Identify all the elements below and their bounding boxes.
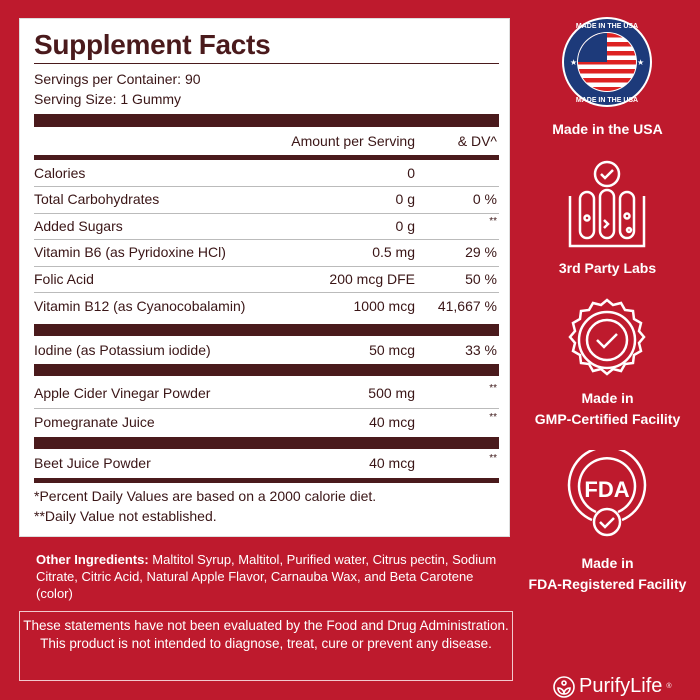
nutrient-amount: 200 mcg DFE <box>329 271 415 287</box>
brand-name: PurifyLife <box>579 675 663 697</box>
nutrient-name: Pomegranate Juice <box>34 414 155 430</box>
header-amount: Amount per Serving <box>291 133 415 149</box>
badge-fda-line1: Made in <box>581 555 634 571</box>
divider <box>34 292 499 293</box>
nutrient-amount: 50 mcg <box>369 342 415 358</box>
table-row: Vitamin B6 (as Pyridoxine HCl) 0.5 mg 29 % <box>34 239 499 265</box>
divider-bar <box>34 114 499 127</box>
divider <box>34 63 499 64</box>
nutrient-dv: ** <box>489 412 497 423</box>
table-row: Apple Cider Vinegar Powder 500 mg ** <box>34 380 499 406</box>
nutrient-name: Added Sugars <box>34 218 123 234</box>
leaf-person-icon <box>553 675 575 698</box>
nutrient-dv: 41,667 % <box>437 298 497 314</box>
supplement-facts-panel: Supplement Facts Servings per Container:… <box>19 18 510 537</box>
divider <box>34 266 499 267</box>
nutrient-name: Apple Cider Vinegar Powder <box>34 385 211 401</box>
table-row: Folic Acid 200 mcg DFE 50 % <box>34 266 499 292</box>
fda-check-icon: FDA <box>567 450 647 537</box>
serving-size: Serving Size: 1 Gummy <box>34 91 182 107</box>
footnote-dv: *Percent Daily Values are based on a 200… <box>34 488 377 504</box>
divider <box>34 213 499 214</box>
divider-bar <box>34 155 499 160</box>
nutrient-name: Iodine (as Potassium iodide) <box>34 342 211 358</box>
nutrient-amount: 0 g <box>395 191 415 207</box>
page-title: Supplement Facts <box>34 29 271 60</box>
badge-3rd-party-labs-label: 3rd Party Labs <box>558 260 657 276</box>
certified-seal-check-icon <box>568 298 646 376</box>
table-row: Calories 0 <box>34 160 499 186</box>
nutrient-dv: ** <box>489 383 497 394</box>
svg-text:★: ★ <box>637 58 644 67</box>
other-ingredients: Other Ingredients: Maltitol Syrup, Malti… <box>36 551 506 602</box>
nutrient-amount: 0 <box>407 165 415 181</box>
test-tubes-check-icon <box>568 160 646 248</box>
nutrient-name: Vitamin B12 (as Cyanocobalamin) <box>34 298 246 314</box>
footnote-not-established: **Daily Value not established. <box>34 508 217 524</box>
table-row: Total Carbohydrates 0 g 0 % <box>34 186 499 212</box>
nutrient-dv: ** <box>489 216 497 227</box>
fda-icon-text: FDA <box>584 477 629 502</box>
divider <box>34 239 499 240</box>
table-row: Iodine (as Potassium iodide) 50 mcg 33 % <box>34 337 499 363</box>
servings-per-container: Servings per Container: 90 <box>34 71 201 87</box>
badge-gmp-line1: Made in <box>581 390 634 406</box>
other-ingredients-text: Maltitol Syrup, Maltitol, Purified water… <box>36 552 497 601</box>
nutrient-dv: ** <box>489 453 497 464</box>
table-row: Added Sugars 0 g ** <box>34 213 499 239</box>
brand-logo: PurifyLife ® <box>553 675 672 698</box>
divider <box>34 186 499 187</box>
nutrient-name: Total Carbohydrates <box>34 191 160 207</box>
nutrient-name: Calories <box>34 165 86 181</box>
nutrient-amount: 40 mcg <box>369 455 415 471</box>
badge-fda-label: Made in FDA-Registered Facility <box>520 553 695 595</box>
fda-disclaimer: These statements have not been evaluated… <box>19 611 513 681</box>
nutrient-amount: 0.5 mg <box>372 244 415 260</box>
nutrient-amount: 40 mcg <box>369 414 415 430</box>
seal-text: MADE IN THE USA <box>576 97 638 104</box>
nutrient-dv: 29 % <box>465 244 497 260</box>
registered-mark: ® <box>666 683 672 690</box>
nutrient-amount: 0 g <box>395 218 415 234</box>
nutrient-dv: 50 % <box>465 271 497 287</box>
table-row: Beet Juice Powder 40 mcg ** <box>34 450 499 476</box>
seal-text: MADE IN THE USA <box>576 23 638 30</box>
divider-bar <box>34 478 499 483</box>
badge-fda-line2: FDA-Registered Facility <box>528 576 687 592</box>
badge-made-in-usa-label: Made in the USA <box>552 121 663 137</box>
nutrient-dv: 33 % <box>465 342 497 358</box>
usa-flag-seal-icon: MADE IN THE USA MADE IN THE USA ★ ★ <box>562 17 652 107</box>
nutrient-name: Beet Juice Powder <box>34 455 151 471</box>
header-dv: & DV^ <box>457 133 497 149</box>
divider-bar <box>34 437 499 449</box>
nutrient-dv: 0 % <box>472 191 497 207</box>
other-ingredients-label: Other Ingredients: <box>36 552 149 567</box>
divider <box>34 408 499 409</box>
svg-text:★: ★ <box>570 58 577 67</box>
divider-bar <box>34 324 499 336</box>
table-row: Pomegranate Juice 40 mcg ** <box>34 409 499 435</box>
nutrient-name: Folic Acid <box>34 271 94 287</box>
table-row: Vitamin B12 (as Cyanocobalamin) 1000 mcg 4… <box>34 293 499 319</box>
divider-bar <box>34 364 499 376</box>
badge-gmp-label: Made in GMP-Certified Facility <box>520 388 695 430</box>
badge-gmp-line2: GMP-Certified Facility <box>534 411 681 427</box>
nutrient-amount: 1000 mcg <box>353 298 415 314</box>
nutrient-name: Vitamin B6 (as Pyridoxine HCl) <box>34 244 226 260</box>
nutrient-amount: 500 mg <box>368 385 415 401</box>
